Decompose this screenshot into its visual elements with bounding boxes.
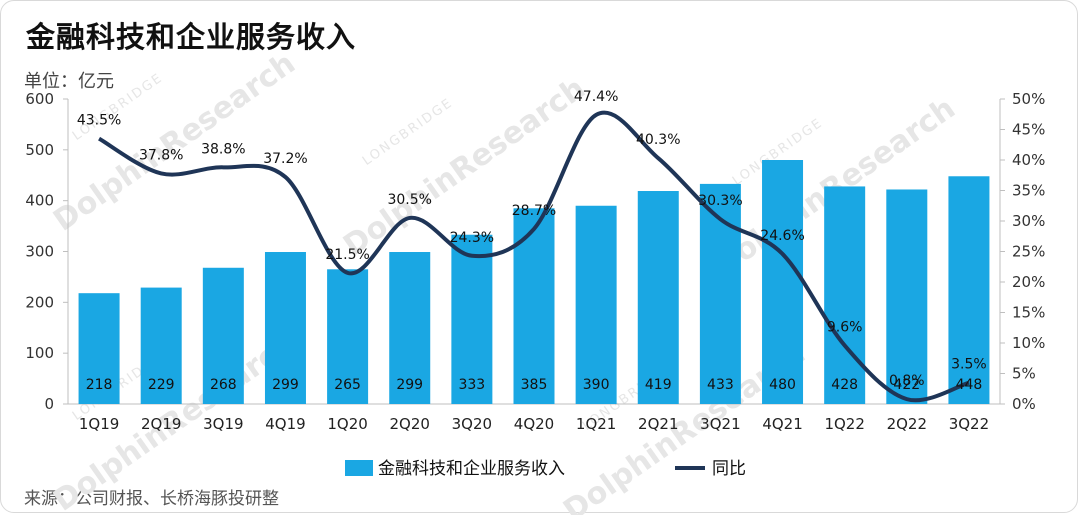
y-left-tick-label: 200 bbox=[25, 293, 54, 311]
yoy-data-label: 24.3% bbox=[450, 230, 494, 246]
x-tick-label: 1Q19 bbox=[79, 415, 119, 433]
yoy-data-label: 28.7% bbox=[512, 203, 556, 219]
watermark-text: DolphinResearch bbox=[47, 46, 301, 239]
bar-data-label: 385 bbox=[521, 377, 548, 393]
y-left-tick-label: 300 bbox=[25, 243, 54, 261]
bar-data-label: 333 bbox=[458, 377, 485, 393]
x-tick-label: 3Q20 bbox=[452, 415, 492, 433]
y-right-tick-label: 5% bbox=[1012, 365, 1036, 383]
bar-data-label: 268 bbox=[210, 377, 237, 393]
bar bbox=[886, 189, 928, 404]
y-left-tick-label: 600 bbox=[25, 90, 54, 108]
x-tick-label: 2Q22 bbox=[887, 415, 927, 433]
bar bbox=[762, 160, 804, 404]
x-tick-label: 1Q22 bbox=[824, 415, 864, 433]
bar bbox=[78, 293, 120, 404]
y-right-tick-label: 0% bbox=[1012, 395, 1036, 413]
bar bbox=[389, 252, 431, 404]
y-left-tick-label: 500 bbox=[25, 141, 54, 159]
yoy-data-label: 9.6% bbox=[827, 319, 863, 335]
yoy-data-label: 37.2% bbox=[263, 151, 307, 167]
y-left-tick-label: 100 bbox=[25, 344, 54, 362]
source-note: 来源：公司财报、长桥海豚投研整 bbox=[24, 489, 279, 509]
bar-data-label: 229 bbox=[148, 377, 175, 393]
bar bbox=[451, 234, 493, 404]
bar-data-label: 265 bbox=[334, 377, 361, 393]
bar-data-label: 299 bbox=[272, 377, 299, 393]
yoy-data-label: 24.6% bbox=[760, 228, 804, 244]
y-right-tick-label: 30% bbox=[1012, 212, 1045, 230]
yoy-data-label: 0.8% bbox=[889, 373, 925, 389]
x-tick-label: 1Q20 bbox=[327, 415, 367, 433]
y-right-tick-label: 10% bbox=[1012, 334, 1045, 352]
bar bbox=[513, 208, 555, 404]
x-tick-label: 4Q19 bbox=[265, 415, 305, 433]
watermark-subtext: LONGBRIDGE bbox=[360, 95, 456, 169]
legend-line-label: 同比 bbox=[712, 459, 746, 479]
x-tick-label: 2Q20 bbox=[390, 415, 430, 433]
yoy-data-label: 47.4% bbox=[574, 89, 618, 105]
yoy-data-label: 40.3% bbox=[636, 132, 680, 148]
y-left-tick-label: 400 bbox=[25, 192, 54, 210]
bar-data-label: 422 bbox=[893, 377, 920, 393]
y-right-tick-label: 20% bbox=[1012, 273, 1045, 291]
yoy-data-label: 3.5% bbox=[951, 357, 987, 373]
bar bbox=[824, 186, 866, 404]
x-tick-label: 2Q21 bbox=[638, 415, 678, 433]
yoy-data-label: 37.8% bbox=[139, 147, 183, 163]
x-tick-label: 1Q21 bbox=[576, 415, 616, 433]
bar bbox=[637, 191, 679, 404]
y-right-tick-label: 35% bbox=[1012, 182, 1045, 200]
chart-title: 金融科技和企业服务收入 bbox=[26, 20, 357, 54]
yoy-data-label: 43.5% bbox=[77, 113, 121, 129]
bar-data-label: 448 bbox=[956, 377, 983, 393]
yoy-data-label: 21.5% bbox=[325, 247, 369, 263]
legend-bar-label: 金融科技和企业服务收入 bbox=[378, 459, 565, 479]
y-right-tick-label: 50% bbox=[1012, 90, 1045, 108]
y-left-tick-label: 0 bbox=[44, 395, 54, 413]
y-right-tick-label: 25% bbox=[1012, 243, 1045, 261]
bar-data-label: 433 bbox=[707, 377, 734, 393]
bar bbox=[327, 269, 369, 404]
bar-data-label: 419 bbox=[645, 377, 672, 393]
bar-data-label: 428 bbox=[831, 377, 858, 393]
y-right-tick-label: 40% bbox=[1012, 151, 1045, 169]
watermark-subtext: LONGBRIDGE bbox=[70, 70, 166, 144]
bar-data-label: 299 bbox=[396, 377, 423, 393]
x-tick-label: 4Q20 bbox=[514, 415, 554, 433]
x-tick-label: 3Q21 bbox=[700, 415, 740, 433]
x-tick-label: 3Q22 bbox=[949, 415, 989, 433]
bar bbox=[575, 205, 617, 404]
bar bbox=[948, 176, 990, 404]
bar bbox=[264, 252, 306, 404]
bar-data-label: 390 bbox=[583, 377, 610, 393]
unit-label: 单位：亿元 bbox=[24, 71, 114, 92]
x-tick-label: 2Q19 bbox=[141, 415, 181, 433]
yoy-data-label: 30.3% bbox=[698, 193, 742, 209]
bar bbox=[140, 287, 182, 404]
yoy-data-label: 30.5% bbox=[387, 192, 431, 208]
yoy-data-label: 38.8% bbox=[201, 141, 245, 157]
x-tick-label: 4Q21 bbox=[762, 415, 802, 433]
legend-bar-swatch bbox=[345, 460, 373, 476]
y-right-tick-label: 45% bbox=[1012, 121, 1045, 139]
bar-data-label: 218 bbox=[86, 377, 113, 393]
bar bbox=[202, 267, 244, 404]
x-tick-label: 3Q19 bbox=[203, 415, 243, 433]
y-right-tick-label: 15% bbox=[1012, 304, 1045, 322]
bar-data-label: 480 bbox=[769, 377, 796, 393]
yoy-line bbox=[98, 110, 970, 403]
